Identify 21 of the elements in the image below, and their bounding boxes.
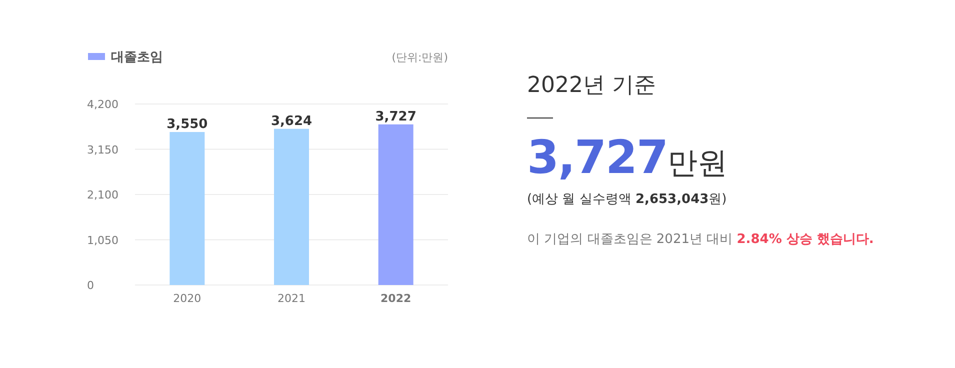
text: 2022년 기준 (527, 72, 657, 100)
y-tick-label: 1,050 (87, 234, 118, 247)
y-tick-label: 0 (87, 279, 94, 292)
text: (단위:만원) (392, 51, 448, 64)
text: 2,653,043 (635, 192, 709, 207)
text: (예상 월 실수령액 (527, 192, 632, 207)
data-label: 3,624 (270, 114, 312, 129)
text: 원) (708, 192, 727, 207)
legend-label: 대졸초임 (111, 50, 163, 65)
text: 이 기업의 대졸초임은 2021년 대비 (527, 232, 734, 247)
x-tick-label: 2022 (380, 292, 412, 305)
y-tick-label: 3,150 (87, 143, 118, 156)
y-tick-label: 4,200 (87, 98, 118, 111)
text: 3,727 (527, 130, 668, 184)
data-label: 3,550 (166, 117, 208, 132)
text: 2.84% 상승 했습니다. (736, 232, 874, 247)
x-tick-label: 2020 (173, 292, 202, 305)
data-label: 3,727 (375, 109, 416, 124)
x-tick-label: 2021 (278, 292, 306, 305)
y-tick-label: 2,100 (87, 188, 118, 202)
text: 만원 (668, 146, 728, 181)
